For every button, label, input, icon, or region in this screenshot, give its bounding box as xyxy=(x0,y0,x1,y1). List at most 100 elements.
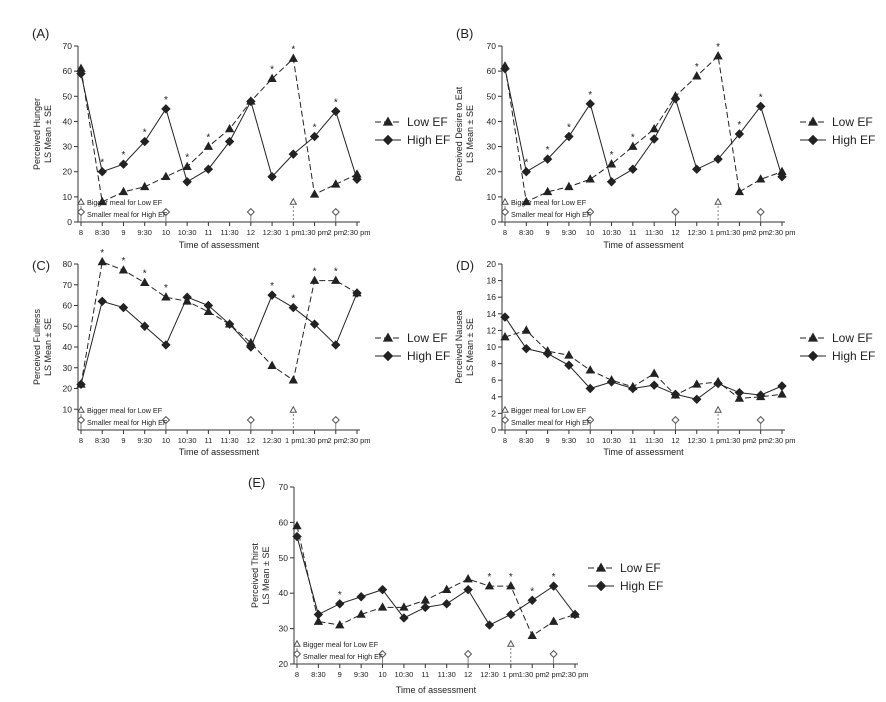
y-tick-label: 60 xyxy=(279,517,289,527)
x-tick-label: 10 xyxy=(378,670,386,679)
meal-low-note: Bigger meal for Low EF xyxy=(303,640,379,649)
y-tick-label: 0 xyxy=(491,217,496,227)
point-low-ef xyxy=(331,275,341,284)
x-tick-label: 10:30 xyxy=(178,436,197,445)
x-axis-label: Time of assessment xyxy=(396,685,477,695)
legend-label-low-ef: Low EF xyxy=(407,115,448,129)
y-tick-label: 80 xyxy=(63,259,73,269)
significance-asterisk: * xyxy=(143,128,147,139)
legend-label-high-ef: High EF xyxy=(407,349,450,363)
y-tick-label: 40 xyxy=(279,588,289,598)
point-low-ef xyxy=(734,393,745,402)
point-high-ef xyxy=(139,321,150,331)
point-low-ef xyxy=(420,595,430,604)
significance-asterisk: * xyxy=(488,572,492,583)
y-tick-label: 14 xyxy=(487,309,497,319)
y-tick-label: 50 xyxy=(63,321,73,331)
point-high-ef xyxy=(628,164,638,174)
series-line-low-ef xyxy=(504,329,783,399)
x-tick-label: 8:30 xyxy=(311,670,326,679)
legend: Low EF High EF xyxy=(375,331,450,363)
point-low-ef xyxy=(313,616,324,625)
legend-marker-high-ef xyxy=(807,134,819,146)
point-high-ef xyxy=(692,394,702,404)
meal-low-marker xyxy=(714,405,722,413)
legend-label-high-ef: High EF xyxy=(620,579,663,593)
y-tick-label: 20 xyxy=(63,384,73,394)
point-low-ef xyxy=(463,574,473,583)
y-tick-label: 10 xyxy=(63,404,73,414)
y-tick-label: 60 xyxy=(487,66,497,76)
y-tick-label: 50 xyxy=(487,91,497,101)
significance-asterisk: * xyxy=(610,150,614,161)
panel-label: (B) xyxy=(456,26,473,41)
significance-asterisk: * xyxy=(716,42,720,53)
point-low-ef xyxy=(542,186,553,196)
x-tick-label: 8 xyxy=(295,670,299,679)
point-low-ef xyxy=(399,602,409,611)
significance-asterisk: * xyxy=(313,267,317,278)
meal-high-marker xyxy=(161,415,171,425)
x-tick-label: 10 xyxy=(162,228,170,237)
point-high-ef xyxy=(246,342,256,352)
y-tick-label: 10 xyxy=(487,192,497,202)
point-high-ef xyxy=(203,300,214,311)
x-tick-label: 12 xyxy=(464,670,472,679)
point-high-ef xyxy=(356,592,366,602)
point-high-ef xyxy=(161,104,171,114)
point-high-ef xyxy=(182,292,192,302)
series-line-high-ef xyxy=(80,73,358,183)
meal-high-marker xyxy=(246,207,255,217)
x-tick-label: 11 xyxy=(629,228,637,237)
x-tick-label: 12 xyxy=(247,436,255,445)
x-axis-label: Time of assessment xyxy=(603,447,684,457)
legend-marker-high-ef xyxy=(807,350,819,362)
point-high-ef xyxy=(267,172,277,182)
significance-asterisk: * xyxy=(509,572,513,583)
meal-high-note: Smaller meal for High EF xyxy=(87,210,168,219)
point-high-ef xyxy=(292,531,302,542)
x-tick-label: 1 pm xyxy=(710,436,727,445)
y-tick-label: 40 xyxy=(63,116,73,126)
x-tick-label: 12:30 xyxy=(480,670,499,679)
point-low-ef xyxy=(606,159,617,168)
point-high-ef xyxy=(246,96,256,107)
point-low-ef xyxy=(500,332,510,341)
point-high-ef xyxy=(500,312,510,322)
point-low-ef xyxy=(140,277,150,286)
meal-high-marker xyxy=(161,207,171,217)
point-low-ef xyxy=(140,181,150,191)
y-tick-label: 30 xyxy=(63,363,73,373)
significance-asterisk: * xyxy=(313,123,317,134)
legend: Low EF High EF xyxy=(800,115,875,147)
legend-marker-low-ef xyxy=(807,332,819,342)
point-low-ef xyxy=(203,141,214,150)
point-high-ef xyxy=(755,390,766,400)
meal-low-note: Bigger meal for Low EF xyxy=(87,406,163,415)
y-axis-label: Perceived Nausea xyxy=(454,310,464,384)
x-tick-label: 8:30 xyxy=(95,228,110,237)
legend: Low EF High EF xyxy=(588,561,663,593)
y-tick-label: 40 xyxy=(487,116,497,126)
significance-asterisk: * xyxy=(334,97,338,108)
legend: Low EF High EF xyxy=(375,115,450,147)
point-high-ef xyxy=(420,602,431,613)
y-tick-label: 70 xyxy=(279,482,289,492)
x-tick-label: 8:30 xyxy=(519,436,534,445)
series-line-high-ef xyxy=(504,68,783,183)
x-tick-label: 12 xyxy=(671,228,679,237)
point-high-ef xyxy=(352,288,362,298)
point-high-ef xyxy=(649,380,659,390)
significance-asterisk: * xyxy=(164,95,168,106)
point-high-ef xyxy=(585,99,595,109)
x-tick-label: 1 pm xyxy=(285,436,302,445)
significance-asterisk: * xyxy=(334,267,338,278)
x-tick-label: 10 xyxy=(586,228,594,237)
point-low-ef xyxy=(161,171,171,181)
point-high-ef xyxy=(628,383,638,394)
x-tick-label: 9 xyxy=(121,228,125,237)
x-tick-label: 10 xyxy=(162,436,170,445)
meal-low-marker xyxy=(289,405,298,413)
meal-low-note: Bigger meal for Low EF xyxy=(511,406,587,415)
legend-marker-high-ef xyxy=(382,134,394,146)
